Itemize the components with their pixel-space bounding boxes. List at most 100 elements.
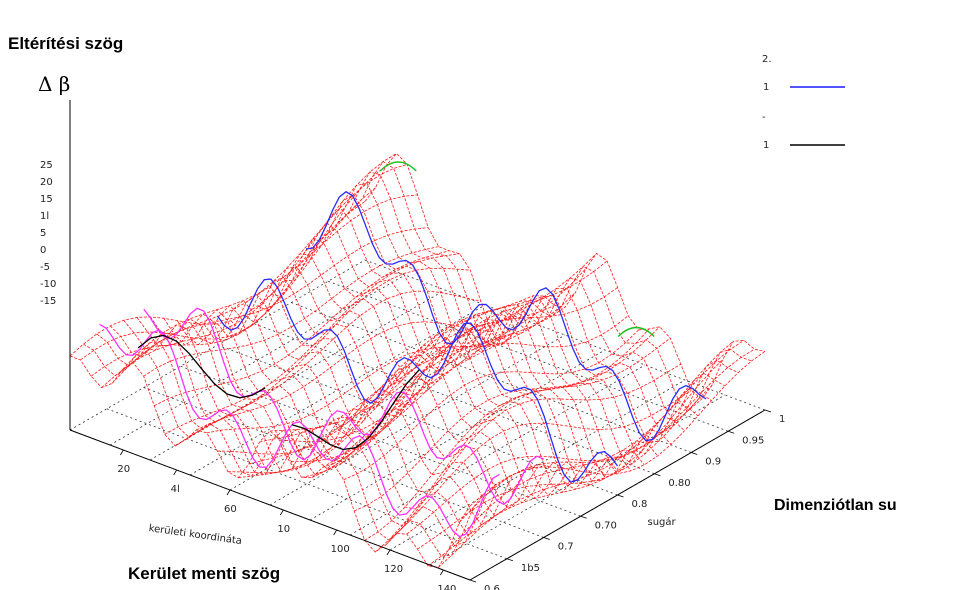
legend: 2. 1 - 1 bbox=[762, 54, 845, 151]
surface-line bbox=[351, 160, 752, 412]
y-tick-label: 1b5 bbox=[521, 563, 540, 574]
surface-line bbox=[244, 266, 645, 482]
surface-line bbox=[396, 390, 692, 534]
surface-line bbox=[301, 253, 597, 478]
floor-gridline bbox=[327, 280, 729, 432]
legend-label: 1 bbox=[763, 140, 769, 151]
surface-line bbox=[459, 348, 755, 523]
x-axis-caption: kerületi koordináta bbox=[148, 522, 243, 547]
z-tick-label: -5 bbox=[40, 262, 50, 273]
contour-line-blue bbox=[305, 190, 707, 442]
surface-line bbox=[164, 253, 460, 435]
surface-line bbox=[176, 304, 578, 499]
surface-line bbox=[311, 194, 712, 444]
surface-line bbox=[69, 201, 366, 357]
surface-line bbox=[333, 315, 629, 465]
z-tick-label: 25 bbox=[40, 160, 53, 171]
x-tick-mark bbox=[119, 449, 124, 456]
y-tick-label: 0.8 bbox=[632, 499, 648, 510]
floor-gridline bbox=[189, 304, 486, 476]
y-tick-mark bbox=[654, 473, 661, 477]
y-tick-mark bbox=[506, 558, 514, 562]
x-tick-label: 140 bbox=[437, 584, 456, 590]
y-tick-mark bbox=[580, 515, 587, 519]
x-tick-label: 4l bbox=[171, 484, 180, 495]
surface-line bbox=[122, 194, 418, 370]
y-tick-label: 0.80 bbox=[668, 478, 690, 489]
surface-line bbox=[230, 276, 632, 486]
x-tick-mark bbox=[439, 569, 444, 576]
y-tick-label: 0.7 bbox=[558, 542, 574, 553]
surface-line bbox=[297, 207, 699, 455]
y-tick-mark bbox=[469, 579, 477, 583]
z-tick-label: 5 bbox=[40, 228, 46, 239]
surface-line bbox=[69, 355, 471, 568]
contour-line-magenta bbox=[143, 307, 545, 506]
floor-gridline bbox=[254, 323, 655, 475]
y-tick-label: 0.95 bbox=[742, 435, 764, 446]
y-tick-mark bbox=[691, 452, 698, 455]
contour-lines bbox=[99, 161, 707, 538]
x-tick-mark bbox=[386, 549, 391, 556]
surface-line bbox=[101, 153, 397, 388]
x-tick-label: 20 bbox=[117, 464, 130, 475]
z-tick-label: 20 bbox=[40, 177, 53, 188]
surface-line bbox=[385, 363, 682, 546]
surface-line bbox=[83, 343, 484, 557]
surface-line bbox=[469, 351, 766, 507]
z-tick-label: 1l bbox=[40, 211, 49, 222]
z-tick-label: -15 bbox=[40, 296, 56, 307]
x-axis-title: Kerület menti szög bbox=[128, 564, 281, 583]
x-tick-mark bbox=[279, 509, 284, 516]
y-tick-label: 0.9 bbox=[705, 457, 721, 468]
surface-line bbox=[248, 295, 545, 465]
surface-line bbox=[217, 285, 618, 490]
surface-line bbox=[238, 295, 534, 479]
surface-line bbox=[206, 344, 502, 434]
z-tick-label: 0 bbox=[40, 245, 46, 256]
surface-line bbox=[343, 329, 639, 481]
surface-line bbox=[448, 340, 745, 550]
y-tick-mark bbox=[727, 430, 735, 434]
legend-symbol: 2. bbox=[762, 54, 772, 65]
y-tick-label: 0.6 bbox=[484, 584, 500, 590]
contour-line-green bbox=[379, 161, 417, 172]
legend-symbol: - bbox=[762, 112, 766, 123]
surface-line bbox=[136, 317, 538, 517]
surface-line bbox=[123, 320, 524, 526]
x-tick-label: 100 bbox=[331, 544, 350, 555]
surface-mesh bbox=[69, 152, 766, 568]
floor-gridline bbox=[217, 344, 618, 496]
x-tick-label: 60 bbox=[224, 504, 237, 515]
legend-label: 1 bbox=[763, 82, 769, 93]
y-tick-label: 0.70 bbox=[595, 520, 617, 531]
z-tick-label: -10 bbox=[40, 279, 56, 290]
surface-line bbox=[354, 328, 650, 512]
surface-line bbox=[269, 306, 566, 432]
contour-line-black bbox=[291, 369, 420, 451]
surface-line bbox=[217, 333, 513, 455]
x-tick-label: 10 bbox=[277, 524, 290, 535]
surface-line bbox=[324, 183, 726, 434]
floor-gridline bbox=[349, 364, 646, 536]
y-tick-mark bbox=[543, 537, 550, 540]
floor-gridline bbox=[269, 334, 566, 506]
y-axis-title: Dimenziótlan su bbox=[774, 497, 897, 514]
y-tick-label: 1 bbox=[779, 414, 785, 425]
surface-line bbox=[154, 250, 450, 407]
contour-line-green bbox=[617, 326, 655, 338]
surface-line bbox=[96, 333, 498, 546]
x-axis-line bbox=[69, 429, 471, 581]
surface-line bbox=[175, 267, 471, 447]
surface-line bbox=[406, 398, 703, 535]
surface-line bbox=[322, 287, 618, 468]
y-tick-mark bbox=[617, 494, 624, 498]
surface-line bbox=[417, 384, 713, 550]
x-tick-mark bbox=[226, 489, 231, 496]
z-axis-symbol: Δ β bbox=[38, 72, 71, 96]
surface-line bbox=[280, 292, 576, 443]
z-tick-label: 15 bbox=[40, 194, 53, 205]
surface-line bbox=[111, 164, 408, 384]
